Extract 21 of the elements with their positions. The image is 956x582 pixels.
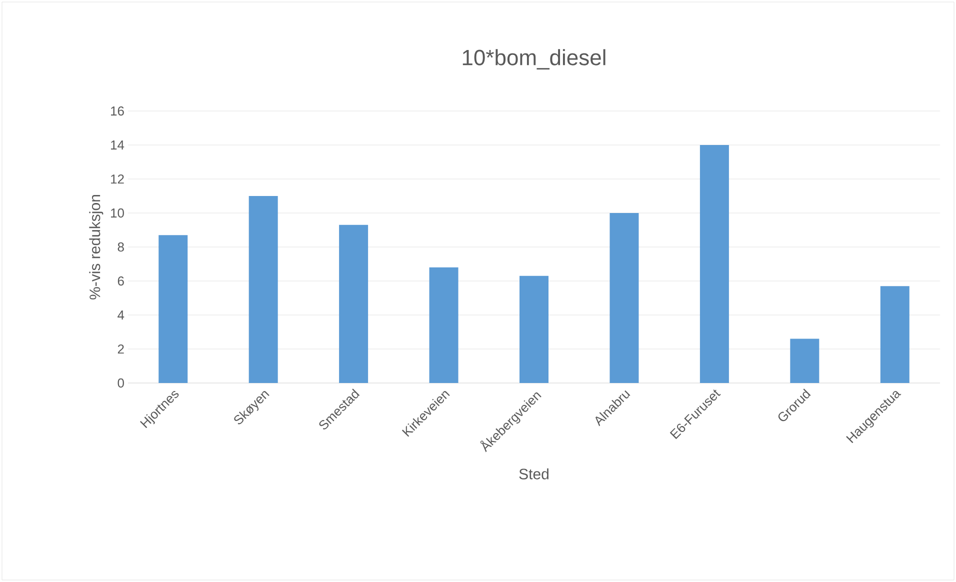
y-tick-label: 12 — [111, 174, 124, 184]
y-tick-label: 14 — [111, 140, 124, 150]
y-tick-label: 4 — [118, 310, 124, 320]
bar — [700, 144, 729, 383]
bar — [339, 224, 368, 383]
bar — [610, 212, 639, 383]
bar — [429, 267, 458, 383]
bar — [880, 286, 910, 383]
y-tick-label: 8 — [118, 242, 124, 252]
y-axis-title: %-vis reduksjon — [89, 195, 104, 300]
y-tick-label: 6 — [118, 276, 124, 286]
y-tick-label: 0 — [118, 378, 124, 388]
bar — [790, 338, 820, 383]
bar — [248, 196, 278, 383]
y-tick-label: 16 — [111, 106, 124, 116]
x-axis-title: Sted — [519, 468, 548, 480]
bar — [158, 235, 188, 383]
chart-title: 10*bom_diesel — [462, 49, 606, 70]
y-tick-label: 10 — [111, 208, 124, 218]
y-tick-label: 2 — [118, 344, 124, 354]
bar — [520, 276, 548, 383]
